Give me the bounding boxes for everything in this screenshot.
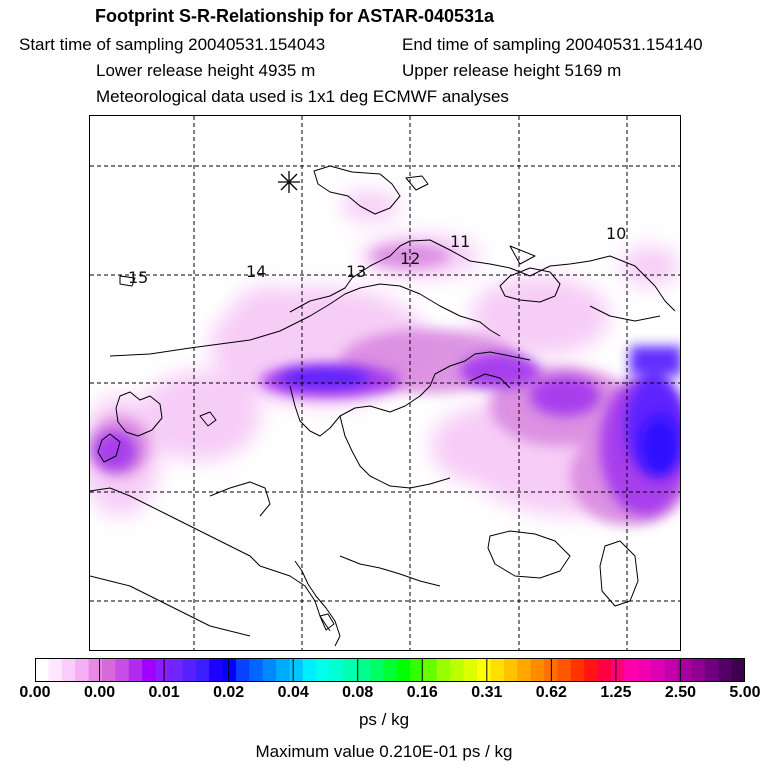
colorbar-cell: [249, 658, 264, 682]
colorbar-cell: [718, 658, 733, 682]
colorbar-cell: [115, 658, 130, 682]
colorbar-cell: [503, 658, 518, 682]
colorbar-cell: [490, 658, 505, 682]
maximum-value-text: Maximum value 0.210E-01 ps / kg: [255, 742, 513, 761]
colorbar-cell: [142, 658, 157, 682]
colorbar-tick-label: 0.08: [342, 684, 374, 701]
colorbar-cell: [289, 658, 304, 682]
colorbar-cell: [262, 658, 277, 682]
colorbar-cell: [48, 658, 63, 682]
colorbar-cell: [101, 658, 116, 682]
colorbar-cell: [343, 658, 358, 682]
colorbar-cell: [611, 658, 626, 682]
track-label: 14: [246, 262, 266, 281]
colorbar-cell: [436, 658, 451, 682]
colorbar-cell: [195, 658, 210, 682]
colorbar-cell: [383, 658, 398, 682]
colorbar-tick-label: 0.04: [277, 684, 309, 701]
coastlines: [90, 165, 676, 647]
plot-title: Footprint S-R-Relationship for ASTAR-040…: [95, 6, 495, 26]
colorbar-cell: [731, 658, 745, 682]
colorbar-cell: [396, 658, 411, 682]
colorbar-cell: [128, 658, 143, 682]
colorbar-cell: [517, 658, 532, 682]
colorbar-cell: [678, 658, 693, 682]
track-label: 10: [606, 224, 626, 243]
met-data-text: Meteorological data used is 1x1 deg ECMW…: [96, 87, 509, 106]
colorbar-cell: [477, 658, 492, 682]
colorbar-cell: [182, 658, 197, 682]
colorbar-cell: [329, 658, 344, 682]
colorbar-tick-label: 0.01: [148, 684, 180, 701]
track-label: 13: [346, 262, 366, 281]
trajectory-labels: 15 14 13 12 11 10: [128, 224, 626, 287]
colorbar-cell: [276, 658, 291, 682]
colorbar-cell: [624, 658, 639, 682]
release-site-asterisk-icon: [278, 171, 300, 193]
colorbar-cell: [637, 658, 652, 682]
colorbar-cell: [463, 658, 478, 682]
start-time-text: Start time of sampling 20040531.154043: [19, 35, 326, 54]
colorbar-cell: [35, 658, 49, 682]
colorbar-cell: [222, 658, 237, 682]
track-label: 11: [450, 232, 470, 251]
colorbar-cell: [530, 658, 545, 682]
colorbar-tick-label: 0.00: [83, 684, 116, 701]
footprint-plume: [90, 191, 680, 526]
colorbar-cell: [316, 658, 331, 682]
lat-lon-grid: [90, 116, 680, 650]
colorbar-cell: [235, 658, 250, 682]
colorbar-tick-label: 0.62: [535, 684, 567, 701]
colorbar-tick-label: 0.16: [406, 684, 438, 701]
colorbar-cell: [570, 658, 585, 682]
colorbar-tick-label: 0.31: [471, 684, 503, 701]
upper-height-text: Upper release height 5169 m: [402, 61, 622, 80]
lower-height-text: Lower release height 4935 m: [96, 61, 316, 80]
colorbar-cell: [651, 658, 666, 682]
colorbar-cell: [584, 658, 599, 682]
track-label: 12: [400, 249, 420, 268]
map-canvas: 15 14 13 12 11 10: [90, 116, 680, 650]
colorbar-cell: [597, 658, 612, 682]
units-label: ps / kg: [358, 710, 410, 729]
colorbar-tick-label: 1.25: [600, 684, 632, 701]
colorbar-cell: [691, 658, 706, 682]
colorbar-cell: [209, 658, 224, 682]
colorbar-cell: [410, 658, 425, 682]
colorbar-cell: [369, 658, 384, 682]
colorbar-cell: [557, 658, 572, 682]
colorbar-cell: [168, 658, 183, 682]
colorbar-tick-label: 0.02: [213, 684, 245, 701]
colorbar-tick-label: 2.50: [664, 684, 697, 701]
colorbar-tick-label: 5.00: [729, 684, 761, 701]
track-label: 15: [128, 268, 148, 287]
colorbar-cell: [704, 658, 719, 682]
colorbar-cell: [61, 658, 76, 682]
end-time-text: End time of sampling 20040531.154140: [402, 35, 703, 54]
colorbar-cell: [75, 658, 90, 682]
colorbar: [35, 658, 745, 682]
colorbar-cell: [423, 658, 438, 682]
colorbar-cell: [356, 658, 371, 682]
colorbar-cell: [664, 658, 679, 682]
colorbar-cell: [88, 658, 103, 682]
colorbar-tick-label: 0.00: [19, 684, 51, 701]
colorbar-cell: [302, 658, 317, 682]
colorbar-cell: [450, 658, 465, 682]
colorbar-cell: [155, 658, 170, 682]
footprint-map: 15 14 13 12 11 10: [89, 115, 681, 651]
